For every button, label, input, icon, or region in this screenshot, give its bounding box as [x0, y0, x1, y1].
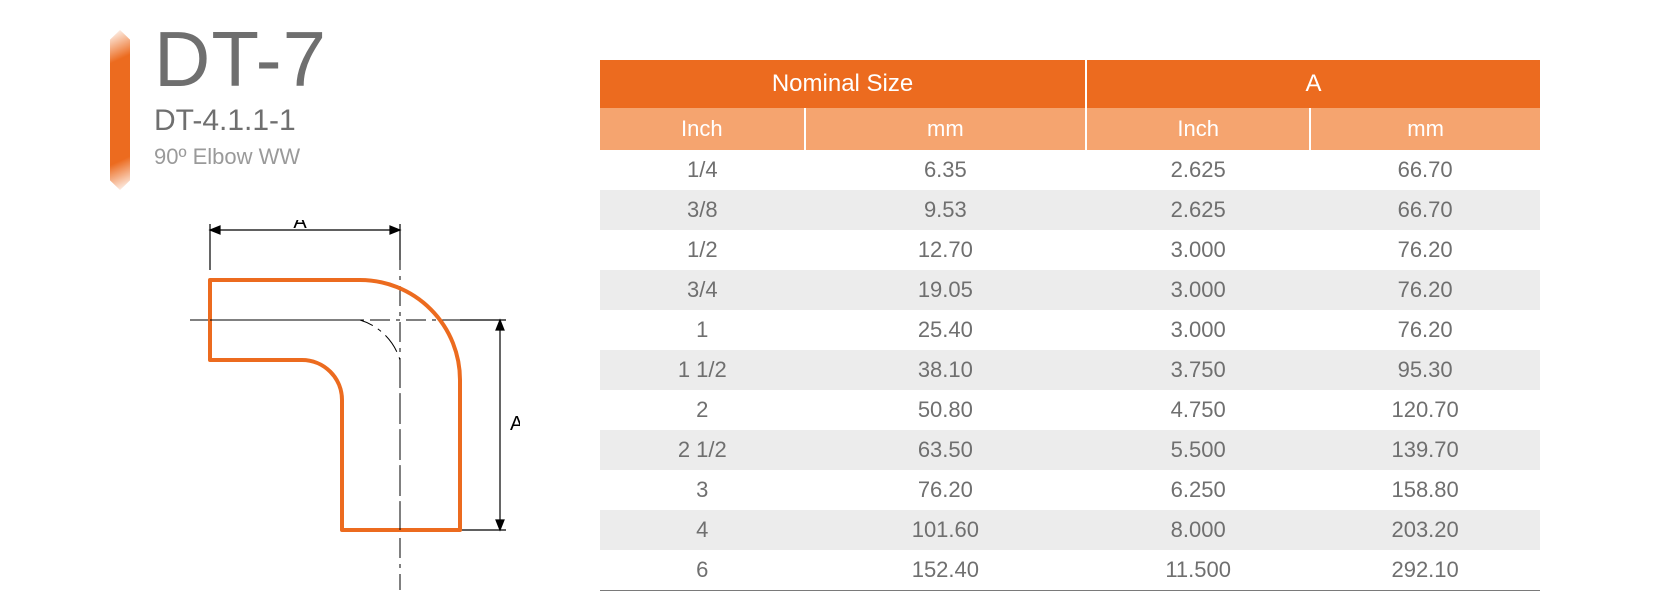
elbow-centerline [210, 320, 400, 530]
table-row: 125.403.00076.20 [600, 310, 1540, 350]
table-cell: 95.30 [1310, 350, 1540, 390]
elbow-diagram: A A [180, 220, 520, 600]
table-cell: 2.625 [1086, 150, 1310, 190]
table-cell: 38.10 [805, 350, 1086, 390]
table-cell: 1/2 [600, 230, 805, 270]
table-cell: 25.40 [805, 310, 1086, 350]
table-cell: 63.50 [805, 430, 1086, 470]
table-cell: 19.05 [805, 270, 1086, 310]
table-head: Nominal SizeA InchmmInchmm [600, 60, 1540, 150]
table-cell: 3.000 [1086, 310, 1310, 350]
table-cell: 3/8 [600, 190, 805, 230]
table-cell: 139.70 [1310, 430, 1540, 470]
table-group-header: Nominal Size [600, 60, 1086, 108]
table-body: 1/46.352.62566.703/89.532.62566.701/212.… [600, 150, 1540, 591]
table-cell: 9.53 [805, 190, 1086, 230]
table-sub-header: mm [805, 108, 1086, 150]
table-cell: 3 [600, 470, 805, 510]
table-group-header-row: Nominal SizeA [600, 60, 1540, 108]
accent-bar [110, 30, 130, 190]
product-code: DT-4.1.1-1 [154, 104, 570, 138]
table-cell: 76.20 [1310, 270, 1540, 310]
table-cell: 3.000 [1086, 230, 1310, 270]
table-cell: 203.20 [1310, 510, 1540, 550]
table-group-header: A [1086, 60, 1540, 108]
table-row: 2 1/263.505.500139.70 [600, 430, 1540, 470]
table-cell: 2.625 [1086, 190, 1310, 230]
product-title: DT-7 [154, 20, 570, 98]
table-cell: 76.20 [805, 470, 1086, 510]
table-cell: 66.70 [1310, 150, 1540, 190]
dim-label-right: A [510, 413, 520, 435]
table-cell: 66.70 [1310, 190, 1540, 230]
table-sub-header-row: InchmmInchmm [600, 108, 1540, 150]
table-cell: 158.80 [1310, 470, 1540, 510]
product-description: 90º Elbow WW [154, 144, 570, 170]
table-cell: 8.000 [1086, 510, 1310, 550]
table-cell: 2 [600, 390, 805, 430]
table-row: 1/46.352.62566.70 [600, 150, 1540, 190]
table-row: 6152.4011.500292.10 [600, 550, 1540, 591]
table-cell: 120.70 [1310, 390, 1540, 430]
table-cell: 3.000 [1086, 270, 1310, 310]
product-header: DT-7 DT-4.1.1-1 90º Elbow WW [110, 20, 570, 170]
table-row: 1/212.703.00076.20 [600, 230, 1540, 270]
dimensions-table-wrap: Nominal SizeA InchmmInchmm 1/46.352.6256… [600, 60, 1540, 591]
dim-label-top: A [293, 220, 307, 233]
table-cell: 6 [600, 550, 805, 591]
table-row: 250.804.750120.70 [600, 390, 1540, 430]
table-cell: 5.500 [1086, 430, 1310, 470]
table-cell: 4.750 [1086, 390, 1310, 430]
table-cell: 1/4 [600, 150, 805, 190]
table-row: 3/419.053.00076.20 [600, 270, 1540, 310]
table-cell: 292.10 [1310, 550, 1540, 591]
table-cell: 2 1/2 [600, 430, 805, 470]
table-cell: 50.80 [805, 390, 1086, 430]
table-cell: 152.40 [805, 550, 1086, 591]
table-row: 376.206.250158.80 [600, 470, 1540, 510]
elbow-outline [210, 280, 460, 530]
table-row: 3/89.532.62566.70 [600, 190, 1540, 230]
table-cell: 1 [600, 310, 805, 350]
table-cell: 1 1/2 [600, 350, 805, 390]
table-sub-header: Inch [600, 108, 805, 150]
table-row: 1 1/238.103.75095.30 [600, 350, 1540, 390]
table-cell: 3/4 [600, 270, 805, 310]
table-row: 4101.608.000203.20 [600, 510, 1540, 550]
table-cell: 4 [600, 510, 805, 550]
table-cell: 3.750 [1086, 350, 1310, 390]
table-cell: 76.20 [1310, 310, 1540, 350]
table-sub-header: Inch [1086, 108, 1310, 150]
table-cell: 12.70 [805, 230, 1086, 270]
table-cell: 6.35 [805, 150, 1086, 190]
table-sub-header: mm [1310, 108, 1540, 150]
elbow-svg: A A [180, 220, 520, 600]
title-block: DT-7 DT-4.1.1-1 90º Elbow WW [154, 20, 570, 170]
table-cell: 11.500 [1086, 550, 1310, 591]
table-cell: 101.60 [805, 510, 1086, 550]
dimensions-table: Nominal SizeA InchmmInchmm 1/46.352.6256… [600, 60, 1540, 591]
table-cell: 76.20 [1310, 230, 1540, 270]
table-cell: 6.250 [1086, 470, 1310, 510]
